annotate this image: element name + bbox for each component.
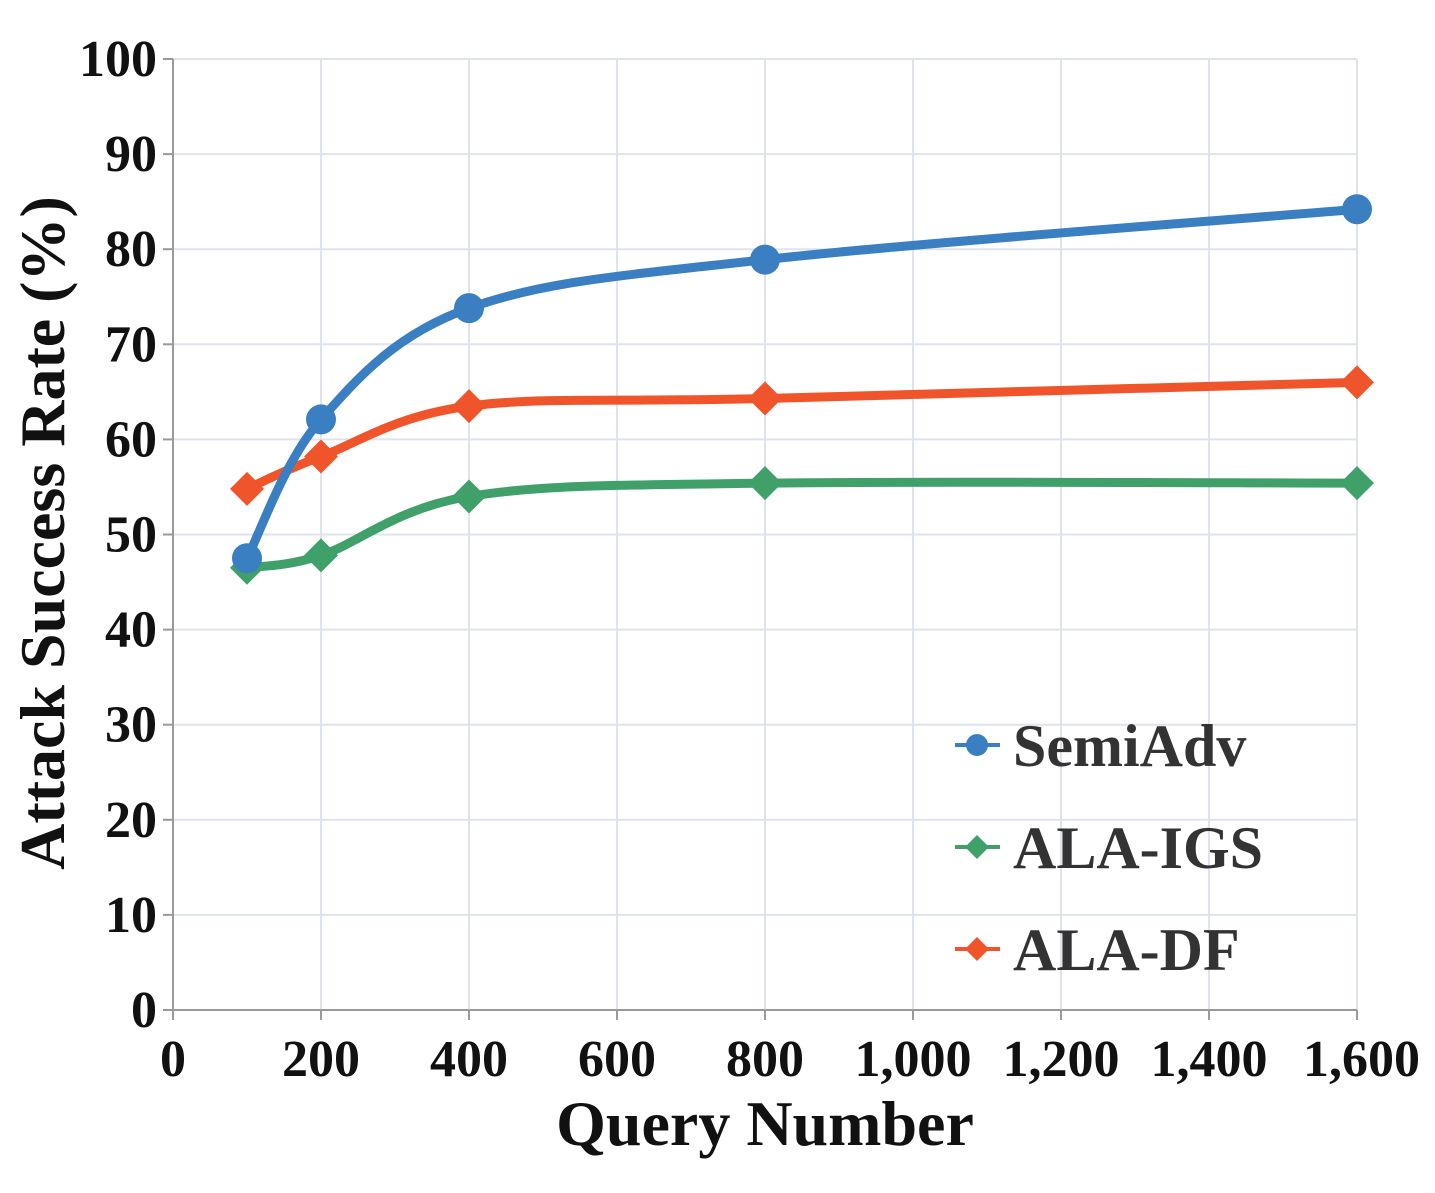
tick-labels: 0 10 20 30 40 50 60 70 80 90 100 0 200 400 600 800 1,000… xyxy=(79,31,1420,1088)
legend-item-ala-igs: ALA-IGS xyxy=(955,815,1263,881)
legend-swatch-marker xyxy=(965,835,989,859)
x-tick-label: 200 xyxy=(282,1031,360,1088)
x-tick-label: 400 xyxy=(430,1031,508,1088)
y-tick-label: 50 xyxy=(105,507,157,564)
legend-swatch-marker xyxy=(966,734,988,756)
data-point-ala-df xyxy=(452,389,486,424)
legend-label: ALA-DF xyxy=(1013,917,1240,983)
x-tick-label: 600 xyxy=(578,1031,656,1088)
y-tick-label: 20 xyxy=(105,792,157,849)
series-lines xyxy=(242,204,1362,573)
x-tick-label: 1,400 xyxy=(1151,1031,1268,1088)
data-point-semiadv xyxy=(750,244,780,275)
y-tick-label: 40 xyxy=(105,602,157,659)
data-point-semiadv xyxy=(306,404,336,435)
y-axis-title: Attack Success Rate (%) xyxy=(7,196,78,870)
axes xyxy=(163,58,1358,1020)
legend: SemiAdv ALA-IGS ALA-DF xyxy=(955,713,1263,983)
data-point-ala-df xyxy=(1340,365,1374,400)
legend-label: ALA-IGS xyxy=(1013,815,1263,881)
y-tick-label: 100 xyxy=(79,31,157,88)
series-line-ala-igs xyxy=(242,477,1362,573)
x-tick-label: 800 xyxy=(726,1031,804,1088)
y-tick-label: 80 xyxy=(105,221,157,278)
data-point-semiadv xyxy=(1342,194,1372,225)
y-tick-label: 0 xyxy=(131,982,157,1039)
data-point-semiadv xyxy=(232,543,262,574)
data-point-ala-igs xyxy=(304,538,338,573)
y-tick-label: 60 xyxy=(105,411,157,468)
data-point-ala-igs xyxy=(1340,466,1374,501)
series-line-ala-df xyxy=(242,377,1362,494)
x-axis-title: Query Number xyxy=(556,1088,974,1159)
y-tick-label: 70 xyxy=(105,316,157,373)
x-tick-label: 1,200 xyxy=(1003,1031,1120,1088)
y-tick-label: 90 xyxy=(105,126,157,183)
legend-swatch-marker xyxy=(965,937,989,961)
x-tick-label: 0 xyxy=(160,1031,186,1088)
data-point-ala-igs xyxy=(452,479,486,514)
x-tick-label: 1,000 xyxy=(855,1031,972,1088)
legend-item-ala-df: ALA-DF xyxy=(955,917,1240,983)
legend-label: SemiAdv xyxy=(1013,713,1246,779)
data-point-semiadv xyxy=(454,293,484,324)
series-markers xyxy=(230,194,1374,585)
x-tick-label: 1,600 xyxy=(1303,1031,1420,1088)
legend-item-semiadv: SemiAdv xyxy=(955,713,1246,779)
y-tick-label: 10 xyxy=(105,887,157,944)
data-point-ala-igs xyxy=(748,466,782,501)
y-tick-label: 30 xyxy=(105,697,157,754)
data-point-ala-df xyxy=(230,471,264,506)
data-point-ala-df xyxy=(748,381,782,416)
data-point-ala-df xyxy=(304,439,338,474)
